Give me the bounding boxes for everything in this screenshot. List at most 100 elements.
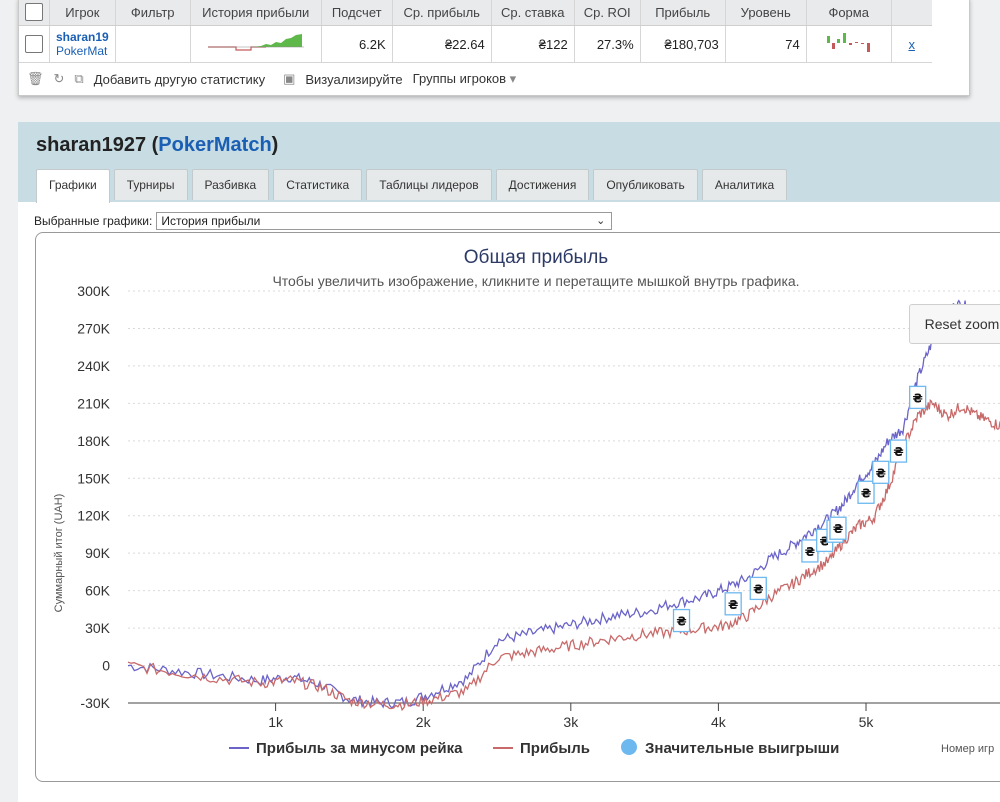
graph-select-row: Выбранные графики: История прибыли ⌄	[34, 212, 613, 230]
tab-achievements[interactable]: Достижения	[495, 169, 590, 200]
header-filter[interactable]: Фильтр	[115, 0, 191, 26]
count-value: 6.2K	[321, 25, 393, 63]
y-tick-label: 210K	[77, 395, 110, 411]
remove-row-link[interactable]: x	[891, 25, 932, 63]
image-icon: ▣	[283, 71, 296, 86]
tab-analytics[interactable]: Аналитика	[701, 169, 788, 200]
player-panel: sharan1927 (PokerMatch) Графики Турниры …	[18, 122, 1000, 802]
big-win-marker: ₴	[909, 385, 927, 410]
x-tick-label: 2k	[416, 714, 432, 730]
y-tick-label: 60K	[85, 583, 111, 599]
legend-item-rake[interactable]: Прибыль за минусом рейка	[229, 740, 463, 757]
x-tick-label: 5k	[859, 714, 875, 730]
header-avg-profit[interactable]: Ср. прибыль	[392, 0, 492, 26]
table-row: sharan19 PokerMat 6.2K ₴22.64 ₴122 27.3% …	[19, 25, 932, 63]
tab-bar: Графики Турниры Разбивка Статистика Табл…	[36, 169, 788, 203]
y-tick-label: 270K	[77, 320, 110, 336]
caret-down-icon: ▾	[509, 71, 517, 86]
graph-select-label: Выбранные графики:	[34, 214, 153, 228]
visualize-button[interactable]: Визуализируйте	[305, 71, 403, 87]
svg-text:₴: ₴	[833, 522, 843, 536]
avg-stake-value: ₴122	[491, 25, 575, 63]
svg-text:₴: ₴	[876, 466, 886, 480]
header-profit-history[interactable]: История прибыли	[190, 0, 322, 26]
chart-svg[interactable]: 300K 270K 240K 210K 180K 150K 120K 90K 60K 30K 0 -3…	[36, 233, 1000, 781]
header-avg-stake[interactable]: Ср. ставка	[491, 0, 575, 26]
legend-item-profit[interactable]: Прибыль	[493, 740, 590, 757]
y-tick-label: 240K	[77, 358, 110, 374]
tab-statistics[interactable]: Статистика	[273, 169, 363, 200]
y-tick-label: -30K	[80, 695, 110, 711]
profit-value: ₴180,703	[640, 25, 726, 63]
y-tick-label: 90K	[85, 545, 111, 561]
avg-profit-value: ₴22.64	[392, 25, 492, 63]
big-win-marker: ₴	[857, 480, 875, 504]
y-tick-label: 300K	[77, 283, 110, 299]
header-level[interactable]: Уровень	[725, 0, 807, 26]
tab-tournaments[interactable]: Турниры	[113, 169, 188, 200]
svg-text:₴: ₴	[753, 582, 763, 596]
profit-history-sparkline	[190, 25, 322, 63]
level-value: 74	[725, 25, 807, 63]
add-stat-button[interactable]: Добавить другую статистику	[93, 71, 266, 87]
big-win-marker: ₴	[889, 439, 908, 463]
svg-text:₴: ₴	[676, 615, 686, 629]
x-axis-label: Номер игр	[941, 743, 994, 755]
filter-cell	[115, 25, 191, 63]
player-groups-dropdown[interactable]: Группы игроков ▾	[412, 71, 517, 86]
svg-text:Прибыль: Прибыль	[520, 740, 590, 757]
chart-legend: Прибыль за минусом рейка Прибыль Значите…	[229, 739, 839, 757]
tab-leaderboards[interactable]: Таблицы лидеров	[366, 169, 492, 200]
y-tick-label: 0	[102, 658, 110, 674]
player-link[interactable]: sharan19 PokerMat	[49, 25, 116, 63]
stats-toolbar: 🗑 ↻ ⧉ Добавить другую статистику ▣ Визуа…	[27, 65, 516, 93]
reset-zoom-button[interactable]: Reset zoom	[909, 304, 1000, 344]
stats-panel: Игрок Фильтр История прибыли Подсчет Ср.…	[18, 0, 970, 96]
chevron-down-icon: ⌄	[596, 215, 606, 227]
player-title: sharan1927 (PokerMatch)	[36, 134, 279, 156]
select-all-checkbox[interactable]	[25, 3, 43, 21]
svg-text:₴: ₴	[805, 545, 815, 559]
refresh-icon[interactable]: ↻	[53, 71, 65, 86]
trash-icon[interactable]: 🗑	[27, 71, 44, 86]
stats-header-row: Игрок Фильтр История прибыли Подсчет Ср.…	[19, 0, 932, 26]
header-profit[interactable]: Прибыль	[640, 0, 726, 26]
y-tick-label: 150K	[77, 470, 110, 486]
profit-chart[interactable]: 300K 270K 240K 210K 180K 150K 120K 90K 60K 30K 0 -3…	[35, 232, 1000, 782]
x-tick-label: 1k	[268, 714, 284, 730]
stats-table: Игрок Фильтр История прибыли Подсчет Ср.…	[19, 0, 932, 63]
x-tick-label: 4k	[711, 714, 727, 730]
graph-select-dropdown[interactable]: История прибыли ⌄	[156, 212, 613, 230]
row-checkbox[interactable]	[25, 35, 43, 53]
big-win-marker: ₴	[749, 576, 767, 601]
form-sparkline	[806, 25, 892, 63]
y-tick-label: 120K	[77, 508, 110, 524]
network-link[interactable]: PokerMatch	[158, 134, 272, 156]
svg-text:₴: ₴	[820, 534, 830, 548]
big-win-marker: ₴	[872, 460, 890, 484]
y-axis-label: Суммарный итог (UAH)	[53, 494, 65, 613]
header-player[interactable]: Игрок	[49, 0, 116, 26]
big-win-marker: ₴	[724, 592, 742, 616]
chart-subtitle: Чтобы увеличить изображение, кликните и …	[272, 273, 799, 289]
header-count[interactable]: Подсчет	[321, 0, 393, 26]
x-tick-label: 3k	[563, 714, 579, 730]
tab-graphs[interactable]: Графики	[36, 169, 110, 203]
chart-title: Общая прибыль	[464, 247, 609, 268]
legend-item-big-wins[interactable]: Значительные выигрыши	[621, 739, 839, 757]
svg-text:₴: ₴	[893, 445, 903, 459]
svg-text:Прибыль за минусом рейка: Прибыль за минусом рейка	[256, 740, 463, 757]
tab-breakdown[interactable]: Разбивка	[191, 169, 270, 200]
svg-text:₴: ₴	[913, 391, 923, 405]
big-win-marker: ₴	[672, 608, 691, 633]
series-line-0	[127, 299, 1000, 709]
series-line-1	[127, 398, 1000, 712]
header-avg-roi[interactable]: Ср. ROI	[574, 0, 641, 26]
big-win-marker: ₴	[829, 516, 847, 540]
add-stat-icon: ⧉	[74, 71, 84, 86]
big-win-marker: ₴	[801, 539, 819, 563]
header-form[interactable]: Форма	[806, 0, 892, 26]
y-tick-label: 180K	[77, 433, 110, 449]
svg-text:₴: ₴	[861, 486, 871, 500]
tab-publish[interactable]: Опубликовать	[593, 169, 698, 200]
